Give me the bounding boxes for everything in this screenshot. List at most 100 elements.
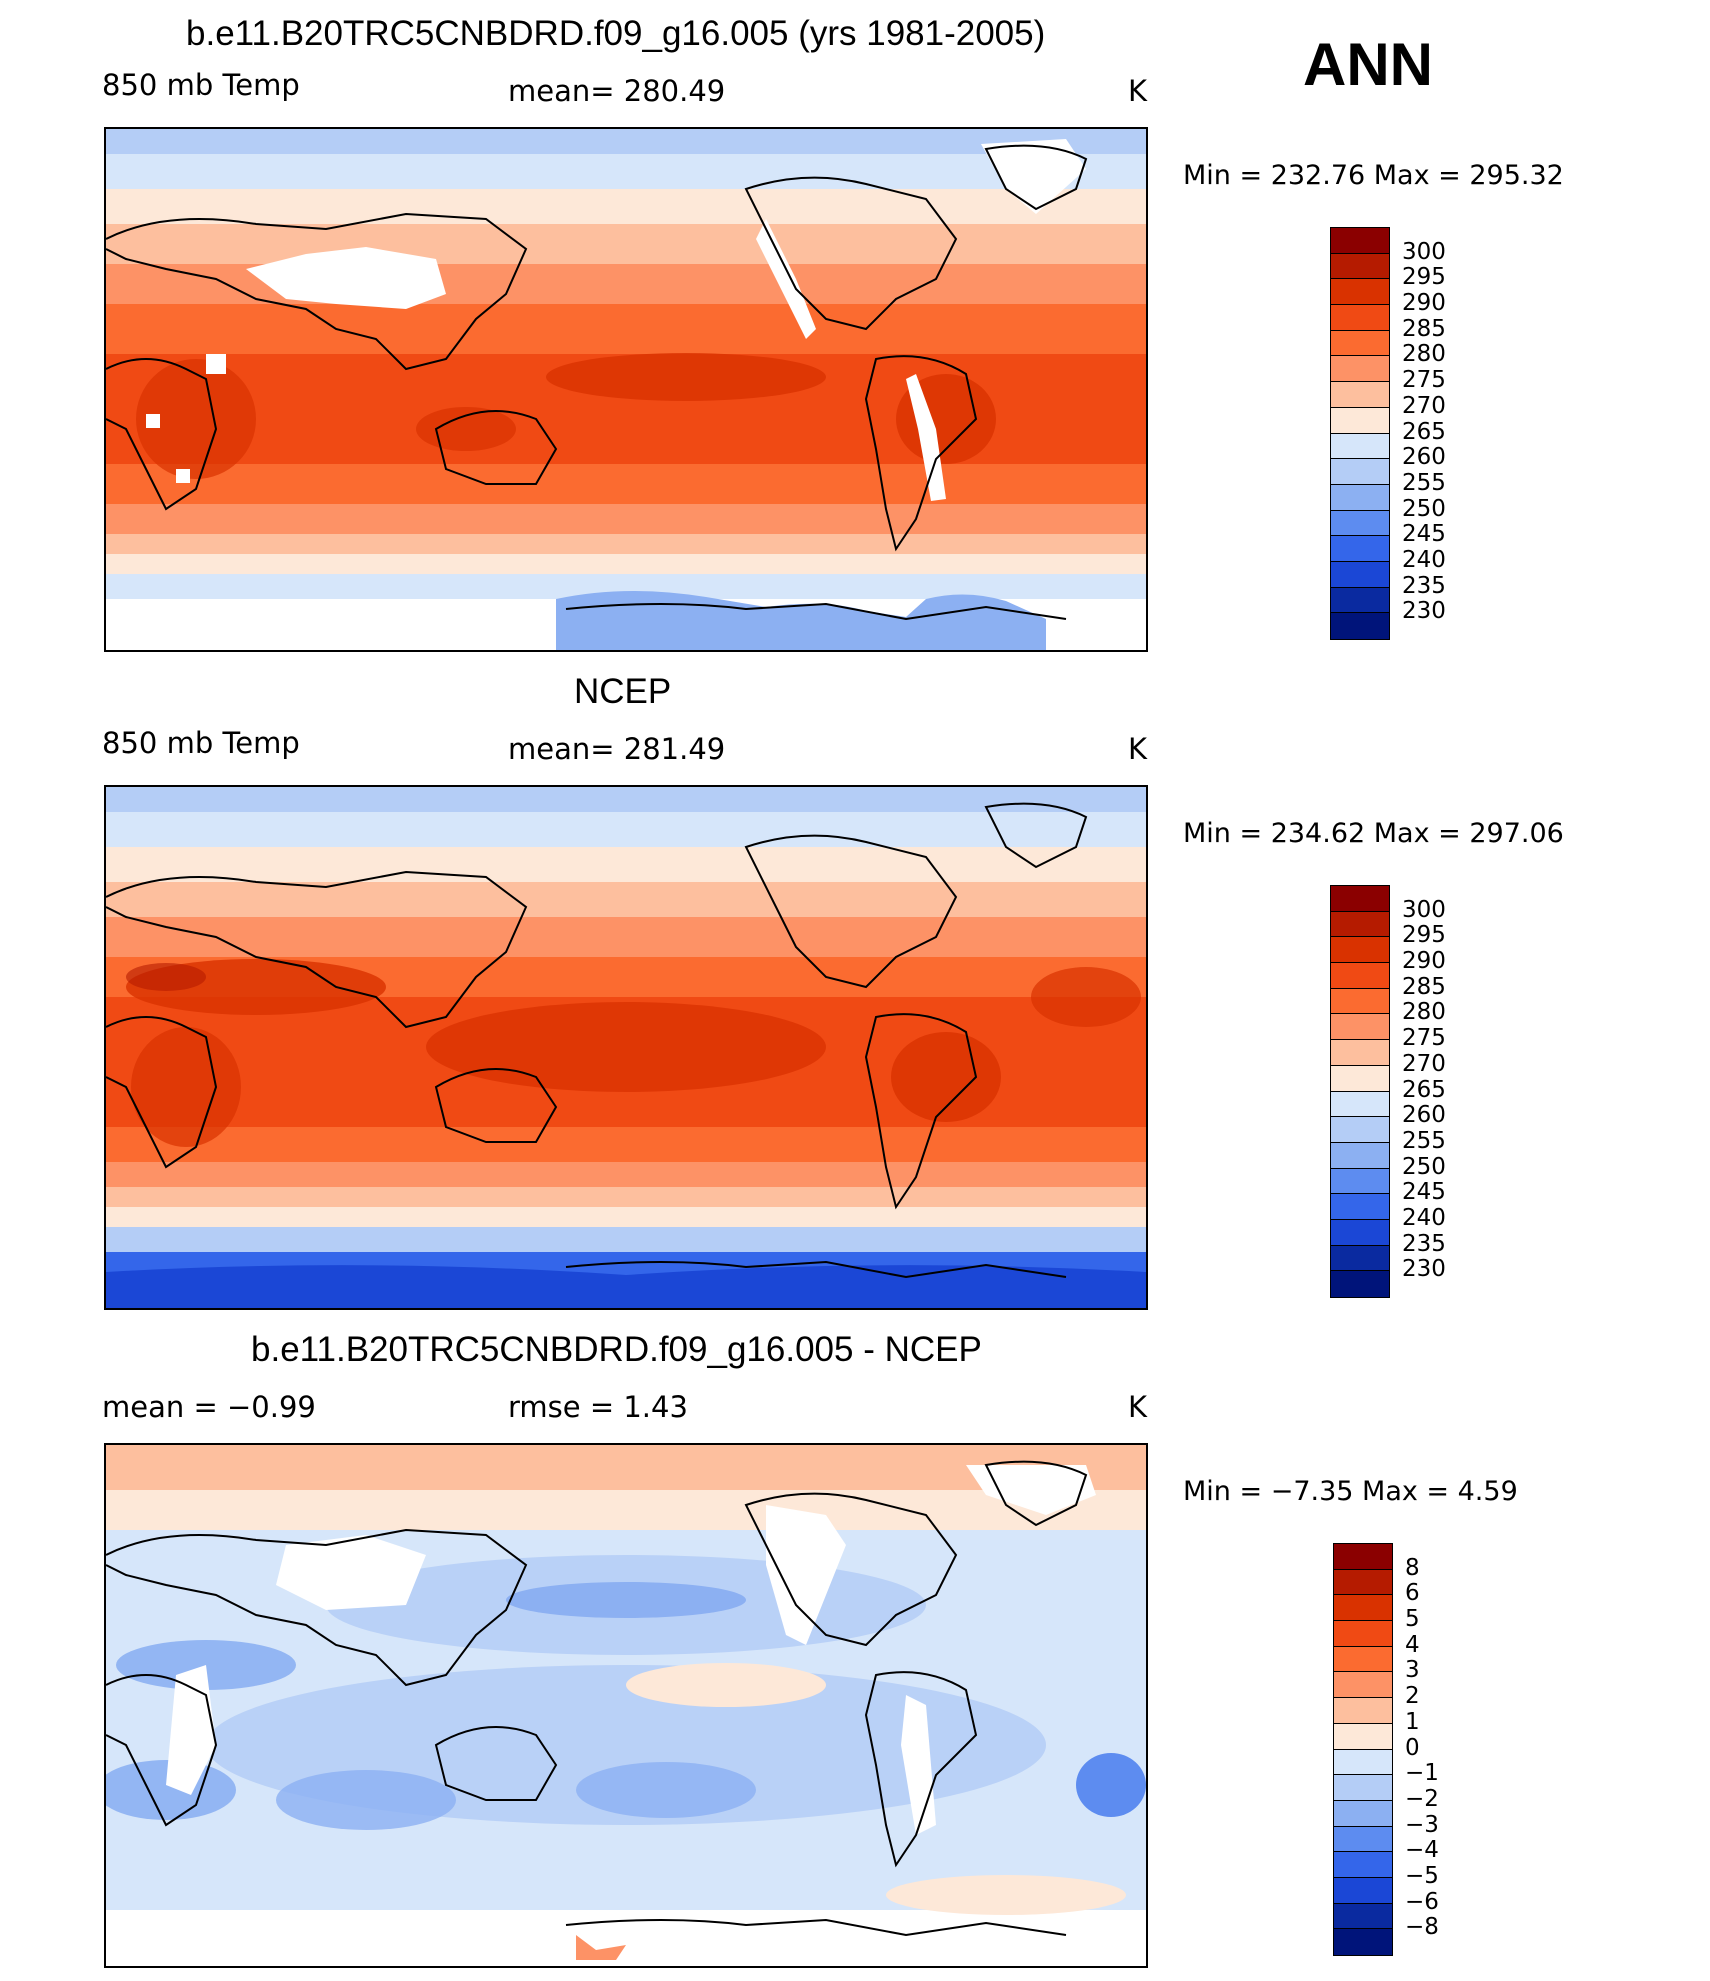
colorbar-level-label: 2 <box>1405 1683 1420 1710</box>
colorbar-swatch <box>1331 1091 1389 1118</box>
panel-1-min-max: Min = 232.76 Max = 295.32 <box>1183 160 1564 191</box>
colorbar-level-label: 295 <box>1402 922 1446 949</box>
colorbar-swatch <box>1331 613 1389 639</box>
colorbar-level-label: 300 <box>1402 238 1446 265</box>
colorbar-swatch <box>1331 1142 1389 1169</box>
colorbar-swatch <box>1331 356 1389 383</box>
colorbar-swatch <box>1331 253 1389 280</box>
colorbar-level-label: 250 <box>1402 495 1446 522</box>
colorbar-level-label: 270 <box>1402 1050 1446 1077</box>
panel-1-mean-label: mean= 280.49 <box>508 74 726 108</box>
panel-1-colorbar <box>1330 227 1390 640</box>
colorbar-level-label: −3 <box>1405 1811 1439 1838</box>
colorbar-level-label: 300 <box>1402 896 1446 923</box>
colorbar-level-label: 5 <box>1405 1606 1420 1633</box>
colorbar-swatch <box>1334 1646 1392 1673</box>
colorbar-level-label: 275 <box>1402 1025 1446 1052</box>
panel-3-title: b.e11.B20TRC5CNBDRD.f09_g16.005 - NCEP <box>251 1330 982 1369</box>
colorbar-level-label: 265 <box>1402 418 1446 445</box>
colorbar-swatch <box>1331 587 1389 614</box>
colorbar-swatch <box>1331 911 1389 938</box>
colorbar-swatch <box>1331 561 1389 588</box>
panel-1-map <box>104 127 1148 652</box>
colorbar-swatch <box>1331 1014 1389 1041</box>
colorbar-swatch <box>1334 1903 1392 1930</box>
colorbar-level-label: 245 <box>1402 521 1446 548</box>
colorbar-swatch <box>1331 1194 1389 1220</box>
colorbar-level-label: 230 <box>1402 598 1446 625</box>
colorbar-swatch <box>1331 1271 1389 1297</box>
panel-1-field <box>106 129 1146 650</box>
panel-1-variable-label: 850 mb Temp <box>102 68 300 102</box>
colorbar-swatch <box>1334 1775 1392 1801</box>
colorbar-swatch <box>1334 1595 1392 1622</box>
colorbar-swatch <box>1331 988 1389 1015</box>
colorbar-level-label: 265 <box>1402 1076 1446 1103</box>
colorbar-swatch <box>1334 1826 1392 1853</box>
colorbar-swatch <box>1331 1245 1389 1272</box>
panel-3-min-max: Min = −7.35 Max = 4.59 <box>1183 1476 1518 1507</box>
panel-2-title: NCEP <box>574 672 672 711</box>
colorbar-level-label: 6 <box>1405 1580 1420 1607</box>
colorbar-swatch <box>1334 1929 1392 1955</box>
colorbar-swatch <box>1334 1672 1392 1699</box>
colorbar-level-label: 290 <box>1402 948 1446 975</box>
colorbar-level-label: 285 <box>1402 973 1446 1000</box>
colorbar-swatch <box>1334 1569 1392 1596</box>
colorbar-swatch <box>1334 1698 1392 1724</box>
season-label: ANN <box>1303 31 1433 98</box>
panel-2-colorbar <box>1330 885 1390 1298</box>
colorbar-level-label: 260 <box>1402 444 1446 471</box>
colorbar-swatch <box>1331 536 1389 562</box>
colorbar-swatch <box>1331 433 1389 460</box>
colorbar-swatch <box>1334 1877 1392 1904</box>
colorbar-swatch <box>1331 407 1389 434</box>
colorbar-level-label: 275 <box>1402 367 1446 394</box>
colorbar-swatch <box>1331 305 1389 331</box>
colorbar-level-label: −5 <box>1405 1862 1439 1889</box>
colorbar-swatch <box>1334 1749 1392 1776</box>
colorbar-swatch <box>1331 1168 1389 1195</box>
colorbar-level-label: 245 <box>1402 1179 1446 1206</box>
colorbar-level-label: −1 <box>1405 1760 1439 1787</box>
colorbar-swatch <box>1331 279 1389 306</box>
colorbar-swatch <box>1331 1117 1389 1143</box>
colorbar-level-label: 255 <box>1402 469 1446 496</box>
colorbar-level-label: 0 <box>1405 1734 1420 1761</box>
panel-2-field <box>106 787 1146 1308</box>
panel-2-map <box>104 785 1148 1310</box>
panel-3-colorbar <box>1333 1543 1393 1956</box>
panel-3-map <box>104 1443 1148 1968</box>
colorbar-level-label: 1 <box>1405 1708 1420 1735</box>
panel-2-min-max: Min = 234.62 Max = 297.06 <box>1183 818 1564 849</box>
panel-2-mean-label: mean= 281.49 <box>508 732 726 766</box>
colorbar-swatch <box>1334 1800 1392 1827</box>
colorbar-swatch <box>1331 510 1389 537</box>
colorbar-level-label: 260 <box>1402 1102 1446 1129</box>
panel-3-unit-label: K <box>1128 1390 1148 1424</box>
colorbar-swatch <box>1331 228 1389 254</box>
colorbar-swatch <box>1331 484 1389 511</box>
colorbar-swatch <box>1331 886 1389 912</box>
colorbar-level-label: 250 <box>1402 1153 1446 1180</box>
colorbar-level-label: 270 <box>1402 392 1446 419</box>
colorbar-swatch <box>1331 330 1389 357</box>
colorbar-swatch <box>1331 1065 1389 1092</box>
colorbar-level-label: 255 <box>1402 1127 1446 1154</box>
colorbar-level-label: 240 <box>1402 1204 1446 1231</box>
colorbar-swatch <box>1334 1544 1392 1570</box>
colorbar-swatch <box>1331 963 1389 989</box>
colorbar-level-label: 295 <box>1402 264 1446 291</box>
colorbar-level-label: 285 <box>1402 315 1446 342</box>
panel-3-rmse-label: rmse = 1.43 <box>508 1390 688 1424</box>
colorbar-level-label: 280 <box>1402 999 1446 1026</box>
colorbar-level-label: 235 <box>1402 572 1446 599</box>
colorbar-swatch <box>1331 1219 1389 1246</box>
colorbar-level-label: −2 <box>1405 1785 1439 1812</box>
colorbar-swatch <box>1331 382 1389 408</box>
colorbar-swatch <box>1334 1621 1392 1647</box>
panel-2-variable-label: 850 mb Temp <box>102 726 300 760</box>
colorbar-swatch <box>1331 1040 1389 1066</box>
colorbar-level-label: 290 <box>1402 290 1446 317</box>
colorbar-level-label: −4 <box>1405 1837 1439 1864</box>
